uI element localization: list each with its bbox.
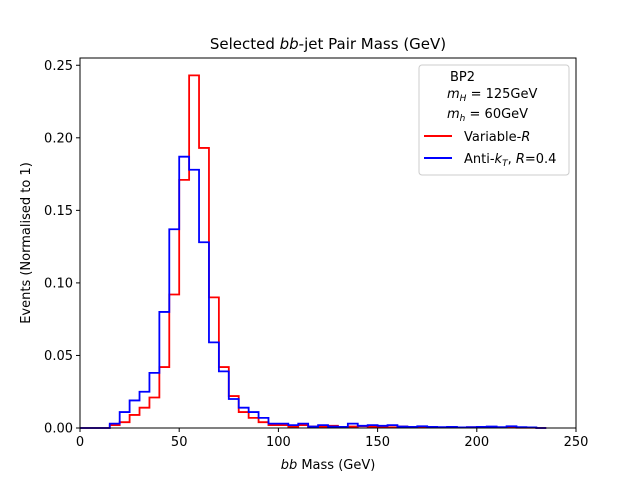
legend-mH: mH = 125GeV [447, 87, 537, 104]
series-layer [80, 74, 547, 429]
x-tick-label: 50 [171, 435, 188, 450]
legend-box [418, 64, 570, 176]
y-tick-label: 0.15 [44, 204, 73, 219]
legend-header: BP2 [450, 70, 475, 85]
y-axis-label: Events (Normalised to 1) [19, 162, 34, 324]
legend-label-variable-r: Variable-R [464, 130, 530, 145]
plot-frame [79, 57, 577, 429]
y-tick-label: 0.10 [44, 276, 73, 291]
x-tick-label: 100 [266, 435, 291, 450]
legend: BP2 mH = 125GeV mh = 60GeV Variable-R An… [418, 64, 570, 176]
y-tick-label: 0.05 [44, 349, 73, 364]
x-axis: 0 50 100 150 200 250 [76, 428, 589, 450]
x-tick-label: 250 [564, 435, 589, 450]
y-axis: 0.00 0.05 0.10 0.15 0.20 0.25 [44, 59, 80, 437]
y-tick-label: 0.00 [44, 422, 73, 437]
chart-title: Selected bb-jet Pair Mass (GeV) [210, 35, 446, 53]
y-tick-label: 0.25 [44, 59, 73, 74]
series-line-anti-kt [80, 155, 547, 429]
x-tick-label: 150 [365, 435, 390, 450]
x-tick-label: 0 [76, 435, 84, 450]
legend-label-anti-kt: Anti-kT, R=0.4 [464, 152, 556, 169]
x-tick-label: 200 [464, 435, 489, 450]
x-axis-label: bb Mass (GeV) [281, 458, 376, 473]
legend-mh: mh = 60GeV [447, 107, 528, 124]
y-tick-label: 0.20 [44, 131, 73, 146]
